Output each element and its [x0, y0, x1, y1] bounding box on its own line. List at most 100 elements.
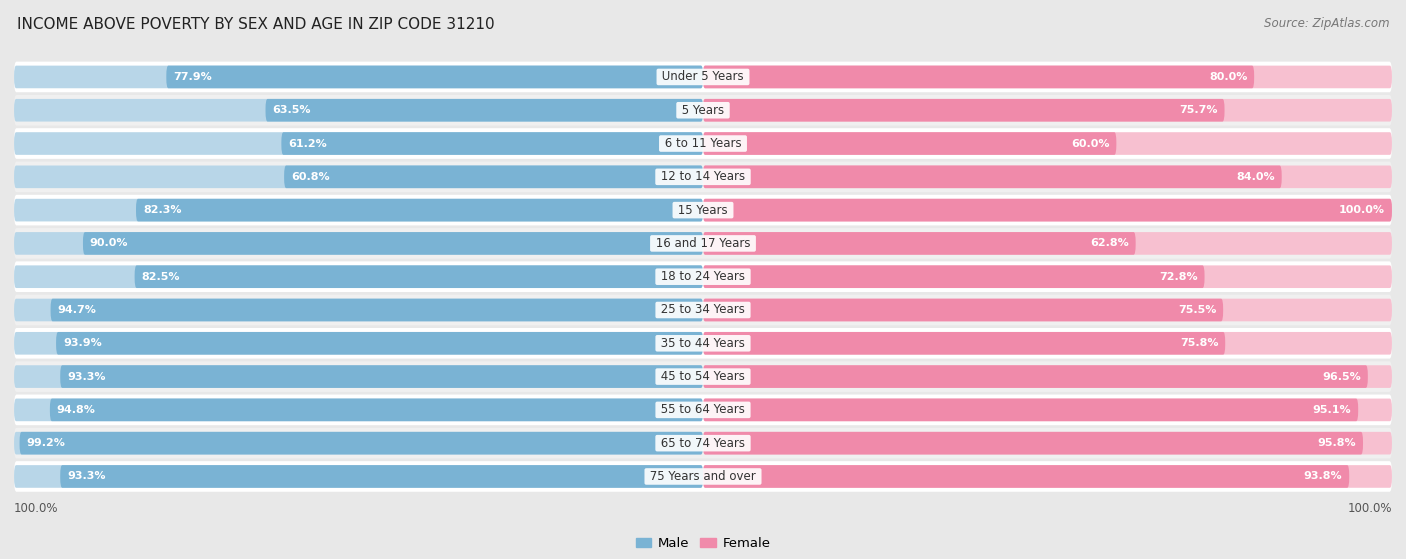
FancyBboxPatch shape [703, 432, 1392, 454]
FancyBboxPatch shape [14, 195, 1392, 225]
Text: 84.0%: 84.0% [1236, 172, 1275, 182]
Text: 72.8%: 72.8% [1159, 272, 1198, 282]
FancyBboxPatch shape [14, 328, 1392, 359]
Text: 35 to 44 Years: 35 to 44 Years [657, 337, 749, 350]
Text: 99.2%: 99.2% [27, 438, 65, 448]
Text: 93.3%: 93.3% [67, 372, 105, 382]
Text: 93.3%: 93.3% [67, 471, 105, 481]
FancyBboxPatch shape [14, 299, 703, 321]
Text: 55 to 64 Years: 55 to 64 Years [657, 404, 749, 416]
Text: 6 to 11 Years: 6 to 11 Years [661, 137, 745, 150]
Text: 75.5%: 75.5% [1178, 305, 1216, 315]
Text: 60.0%: 60.0% [1071, 139, 1109, 149]
Text: 25 to 34 Years: 25 to 34 Years [657, 304, 749, 316]
FancyBboxPatch shape [56, 332, 703, 354]
FancyBboxPatch shape [703, 99, 1225, 121]
FancyBboxPatch shape [14, 228, 1392, 259]
Text: 15 Years: 15 Years [675, 203, 731, 217]
FancyBboxPatch shape [703, 65, 1392, 88]
FancyBboxPatch shape [14, 432, 703, 454]
Text: 94.8%: 94.8% [56, 405, 96, 415]
Text: 65 to 74 Years: 65 to 74 Years [657, 437, 749, 449]
Text: 96.5%: 96.5% [1322, 372, 1361, 382]
FancyBboxPatch shape [703, 465, 1392, 488]
Text: 5 Years: 5 Years [678, 104, 728, 117]
Text: 93.8%: 93.8% [1303, 471, 1343, 481]
FancyBboxPatch shape [14, 95, 1392, 126]
FancyBboxPatch shape [14, 61, 1392, 92]
FancyBboxPatch shape [703, 299, 1392, 321]
Text: 95.1%: 95.1% [1313, 405, 1351, 415]
FancyBboxPatch shape [703, 199, 1392, 221]
FancyBboxPatch shape [703, 65, 1254, 88]
FancyBboxPatch shape [703, 199, 1392, 221]
FancyBboxPatch shape [14, 395, 1392, 425]
FancyBboxPatch shape [703, 232, 1392, 255]
FancyBboxPatch shape [60, 465, 703, 488]
FancyBboxPatch shape [703, 365, 1392, 388]
Text: 77.9%: 77.9% [173, 72, 212, 82]
FancyBboxPatch shape [281, 132, 703, 155]
Text: 12 to 14 Years: 12 to 14 Years [657, 170, 749, 183]
FancyBboxPatch shape [703, 132, 1392, 155]
FancyBboxPatch shape [14, 465, 703, 488]
Text: 75.8%: 75.8% [1180, 338, 1219, 348]
Text: 100.0%: 100.0% [14, 503, 59, 515]
Text: Under 5 Years: Under 5 Years [658, 70, 748, 83]
FancyBboxPatch shape [703, 266, 1205, 288]
FancyBboxPatch shape [14, 65, 703, 88]
Text: 62.8%: 62.8% [1090, 238, 1129, 248]
FancyBboxPatch shape [703, 232, 1136, 255]
Text: 63.5%: 63.5% [273, 105, 311, 115]
Text: 93.9%: 93.9% [63, 338, 101, 348]
FancyBboxPatch shape [703, 332, 1225, 354]
FancyBboxPatch shape [14, 232, 703, 255]
Text: 60.8%: 60.8% [291, 172, 329, 182]
FancyBboxPatch shape [14, 266, 703, 288]
Text: 100.0%: 100.0% [1347, 503, 1392, 515]
FancyBboxPatch shape [20, 432, 703, 454]
FancyBboxPatch shape [703, 165, 1282, 188]
Legend: Male, Female: Male, Female [630, 532, 776, 555]
FancyBboxPatch shape [14, 199, 703, 221]
FancyBboxPatch shape [14, 399, 703, 421]
Text: 16 and 17 Years: 16 and 17 Years [652, 237, 754, 250]
FancyBboxPatch shape [49, 399, 703, 421]
FancyBboxPatch shape [703, 266, 1392, 288]
FancyBboxPatch shape [703, 465, 1350, 488]
FancyBboxPatch shape [14, 332, 703, 354]
Text: 61.2%: 61.2% [288, 139, 328, 149]
Text: Source: ZipAtlas.com: Source: ZipAtlas.com [1264, 17, 1389, 30]
FancyBboxPatch shape [703, 99, 1392, 121]
FancyBboxPatch shape [14, 162, 1392, 192]
FancyBboxPatch shape [60, 365, 703, 388]
FancyBboxPatch shape [703, 365, 1368, 388]
FancyBboxPatch shape [14, 461, 1392, 492]
Text: INCOME ABOVE POVERTY BY SEX AND AGE IN ZIP CODE 31210: INCOME ABOVE POVERTY BY SEX AND AGE IN Z… [17, 17, 495, 32]
FancyBboxPatch shape [166, 65, 703, 88]
FancyBboxPatch shape [703, 399, 1358, 421]
FancyBboxPatch shape [14, 428, 1392, 458]
FancyBboxPatch shape [703, 432, 1362, 454]
FancyBboxPatch shape [266, 99, 703, 121]
Text: 100.0%: 100.0% [1339, 205, 1385, 215]
FancyBboxPatch shape [703, 299, 1223, 321]
FancyBboxPatch shape [703, 132, 1116, 155]
Text: 45 to 54 Years: 45 to 54 Years [657, 370, 749, 383]
FancyBboxPatch shape [83, 232, 703, 255]
FancyBboxPatch shape [703, 332, 1392, 354]
Text: 90.0%: 90.0% [90, 238, 128, 248]
Text: 18 to 24 Years: 18 to 24 Years [657, 270, 749, 283]
FancyBboxPatch shape [136, 199, 703, 221]
Text: 75.7%: 75.7% [1180, 105, 1218, 115]
Text: 82.5%: 82.5% [142, 272, 180, 282]
Text: 82.3%: 82.3% [143, 205, 181, 215]
FancyBboxPatch shape [14, 165, 703, 188]
Text: 94.7%: 94.7% [58, 305, 97, 315]
FancyBboxPatch shape [135, 266, 703, 288]
Text: 80.0%: 80.0% [1209, 72, 1247, 82]
FancyBboxPatch shape [14, 262, 1392, 292]
FancyBboxPatch shape [703, 399, 1392, 421]
FancyBboxPatch shape [14, 361, 1392, 392]
FancyBboxPatch shape [14, 295, 1392, 325]
